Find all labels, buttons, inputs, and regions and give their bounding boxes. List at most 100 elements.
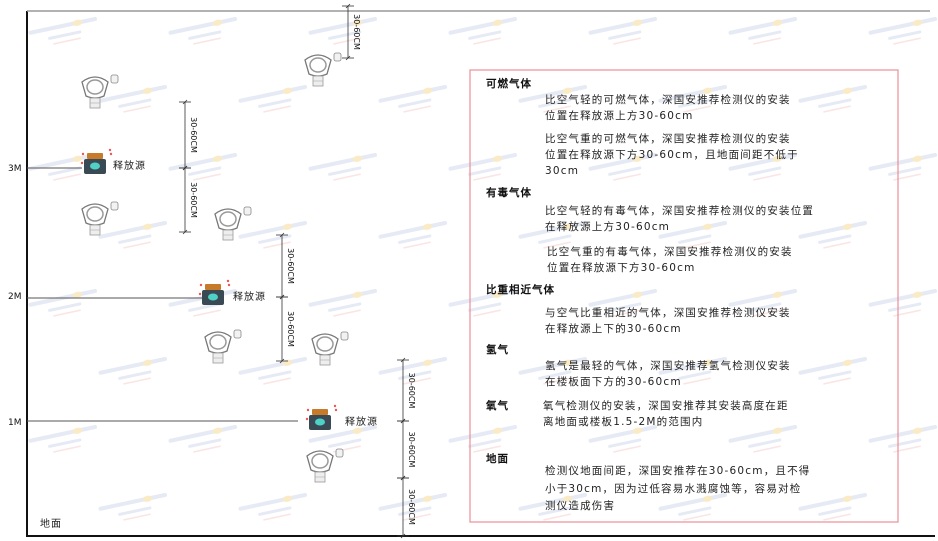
gas-detector-icon: [204, 329, 242, 364]
ground-label: 地面: [40, 517, 62, 530]
watermark-logo: [308, 289, 378, 317]
watermark-logo: [448, 289, 518, 317]
text-line: 位置在释放源下方30-60cm，且地面间距不低于: [545, 148, 799, 161]
watermark-logo: [168, 17, 238, 45]
watermark-logo: [28, 289, 98, 317]
release-source-icon: [80, 148, 113, 174]
dimension-marker: 30-60CM: [179, 99, 198, 171]
watermark-logo: [798, 357, 868, 385]
watermark-logo: [98, 357, 168, 385]
text-line: 氧气检测仪的安装，深国安推荐其安装高度在距: [543, 399, 789, 412]
watermark-logo: [658, 357, 728, 385]
text-line: 位置在释放源上方30-60cm: [545, 109, 694, 122]
watermark-logo: [518, 85, 588, 113]
watermark-logo: [728, 153, 798, 181]
gas-detector-icon: [81, 201, 119, 236]
watermark-logo: [588, 17, 658, 45]
text-line: 比空气轻的有毒气体，深国安推荐检测仪的安装位置: [545, 204, 814, 217]
watermark-logo: [588, 289, 658, 317]
watermark-logo: [658, 221, 728, 249]
text-line: 在楼板面下方的30-60cm: [545, 375, 682, 388]
gas-detector-icon: [304, 52, 342, 87]
text-line: 在释放源上方30-60cm: [545, 220, 670, 233]
watermark-logo: [238, 221, 308, 249]
release-source-label: 释放源: [113, 159, 146, 172]
text-line: 比空气重的可燃气体，深国安推荐检测仪的安装: [545, 132, 791, 145]
watermark-logo: [448, 425, 518, 453]
dimension-label: 30-60CM: [286, 311, 295, 347]
watermark-logo: [308, 17, 378, 45]
release-source-icon: [305, 404, 338, 430]
watermark-logo: [658, 85, 728, 113]
watermark-logo: [728, 17, 798, 45]
watermark-logo: [728, 289, 798, 317]
gas-detector-icon: [306, 448, 344, 483]
watermark-logo: [98, 221, 168, 249]
watermark-logo: [238, 357, 308, 385]
dimension-label: 30-60CM: [189, 117, 198, 153]
level-1m-label: 1M: [8, 418, 22, 428]
watermark-logo: [378, 85, 448, 113]
text-line: 比空气重的有毒气体，深国安推荐检测仪的安装: [547, 245, 793, 258]
watermark-logo: [28, 17, 98, 45]
heading-similar: 比重相近气体: [486, 283, 555, 296]
watermark-logo: [868, 17, 938, 45]
watermark-logo: [588, 153, 658, 181]
watermark-logo: [98, 493, 168, 521]
level-3m-label: 3M: [8, 164, 22, 174]
watermark-logo: [728, 425, 798, 453]
watermark-logo: [448, 153, 518, 181]
text-line: 测仪造成伤害: [545, 499, 615, 512]
release-source-label: 释放源: [345, 415, 378, 428]
watermarks: [28, 17, 938, 521]
watermark-logo: [868, 425, 938, 453]
watermark-logo: [98, 85, 168, 113]
watermark-logo: [868, 153, 938, 181]
text-line: 30cm: [545, 165, 579, 177]
heading-toxic: 有毒气体: [486, 186, 532, 199]
watermark-logo: [518, 357, 588, 385]
text-line: 位置在释放源下方30-60cm: [547, 261, 696, 274]
watermark-logo: [378, 493, 448, 521]
text-line: 小于30cm，因为过低容易水溅腐蚀等，容易对检: [545, 482, 801, 495]
watermark-logo: [798, 221, 868, 249]
gas-detector-icon: [311, 331, 349, 366]
watermark-logo: [518, 493, 588, 521]
dimension-marker: 30-60CM: [342, 3, 361, 61]
watermark-logo: [238, 85, 308, 113]
release-source-icon: [198, 279, 231, 305]
dimension-label: 30-60CM: [189, 182, 198, 218]
watermark-logo: [588, 425, 658, 453]
dimension-marker: 30-60CM: [397, 418, 416, 481]
watermark-logo: [308, 425, 378, 453]
heading-hydrogen: 氢气: [486, 343, 509, 356]
watermark-logo: [448, 17, 518, 45]
dimension-label: 30-60CM: [286, 248, 295, 284]
info-box: [469, 69, 899, 523]
text-line: 氢气是最轻的气体，深国安推荐氢气检测仪安装: [545, 359, 791, 372]
dimension-label: 30-60CM: [407, 373, 416, 409]
watermark-logo: [308, 153, 378, 181]
dimension-label: 30-60CM: [407, 489, 416, 525]
text-line: 在释放源上下的30-60cm: [545, 322, 682, 335]
watermark-logo: [798, 85, 868, 113]
watermark-logo: [658, 493, 728, 521]
dimension-label: 30-60CM: [352, 14, 361, 50]
dimension-marker: 30-60CM: [397, 475, 416, 539]
watermark-logo: [168, 425, 238, 453]
info-text: 可燃气体 比空气轻的可燃气体，深国安推荐检测仪的安装 位置在释放源上方30-60…: [485, 77, 814, 512]
text-line: 与空气比重相近的气体，深国安推荐检测仪安装: [545, 306, 791, 319]
level-2m-label: 2M: [8, 292, 22, 302]
gas-detector-icon: [214, 206, 252, 241]
heading-oxygen: 氧气: [485, 399, 509, 412]
watermark-logo: [518, 221, 588, 249]
dimension-marker: 30-60CM: [276, 294, 295, 364]
dimension-label: 30-60CM: [407, 432, 416, 468]
release-source-label: 释放源: [233, 290, 266, 303]
heading-ground: 地面: [486, 452, 509, 465]
watermark-logo: [28, 153, 98, 181]
watermark-logo: [28, 425, 98, 453]
watermark-logo: [238, 493, 308, 521]
heading-combustible: 可燃气体: [486, 77, 532, 90]
